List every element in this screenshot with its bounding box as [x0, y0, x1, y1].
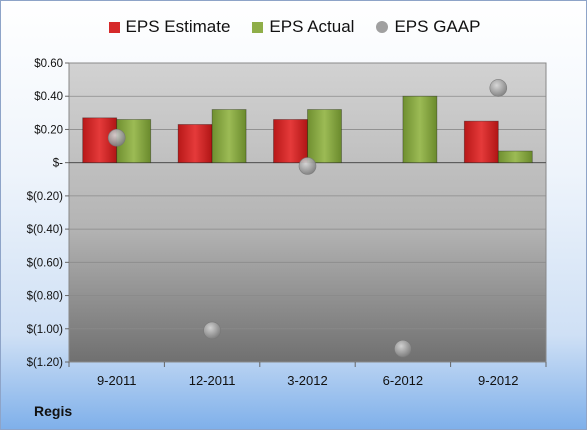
y-tick-label: $0.60 [34, 58, 63, 70]
legend-swatch-estimate [108, 21, 120, 33]
legend-label-gaap: EPS GAAP [394, 17, 481, 36]
y-tick-label: $(0.40) [27, 224, 64, 236]
bar-eps-estimate [82, 117, 118, 164]
legend-item-gaap: EPS GAAP [376, 17, 480, 37]
marker-eps-gaap [394, 339, 412, 358]
plot-area [68, 62, 547, 363]
bar-eps-actual [497, 150, 533, 164]
marker-eps-gaap [107, 128, 126, 147]
legend-label-estimate: EPS Estimate [125, 17, 231, 36]
legend-item-actual: EPS Actual [252, 17, 354, 37]
bar-eps-actual [116, 119, 152, 164]
y-tick-label: $(0.60) [27, 257, 64, 269]
legend-swatch-actual [252, 21, 264, 33]
bar-eps-actual [402, 95, 438, 164]
bar-eps-actual [307, 109, 342, 164]
y-tick-label: $(1.00) [27, 324, 64, 336]
legend-swatch-gaap [376, 21, 389, 33]
bar-eps-actual [211, 109, 247, 164]
y-tick-label: $(0.20) [27, 191, 64, 203]
legend: EPS Estimate EPS Actual EPS GAAP [1, 17, 586, 37]
bar-eps-estimate [463, 120, 499, 164]
x-tick-label: 9-2011 [97, 373, 137, 388]
bar-eps-estimate [273, 119, 308, 164]
bar-eps-estimate [177, 124, 213, 164]
legend-item-estimate: EPS Estimate [108, 17, 231, 37]
y-tick-label: $0.40 [34, 91, 63, 103]
x-tick-label: 12-2011 [189, 373, 236, 388]
x-tick-label: 3-2012 [287, 373, 327, 388]
marker-eps-gaap [489, 79, 508, 97]
y-tick-label: $- [53, 158, 63, 170]
marker-eps-gaap [203, 321, 221, 340]
x-tick-label: 6-2012 [383, 373, 423, 388]
marker-eps-gaap [298, 157, 317, 175]
legend-label-actual: EPS Actual [269, 17, 355, 36]
y-tick-label: $0.20 [34, 124, 63, 136]
y-tick-label: $(0.80) [27, 291, 64, 303]
company-name: Regis [34, 403, 73, 419]
y-tick-label: $(1.20) [27, 357, 64, 369]
x-tick-label: 9-2012 [478, 373, 518, 388]
